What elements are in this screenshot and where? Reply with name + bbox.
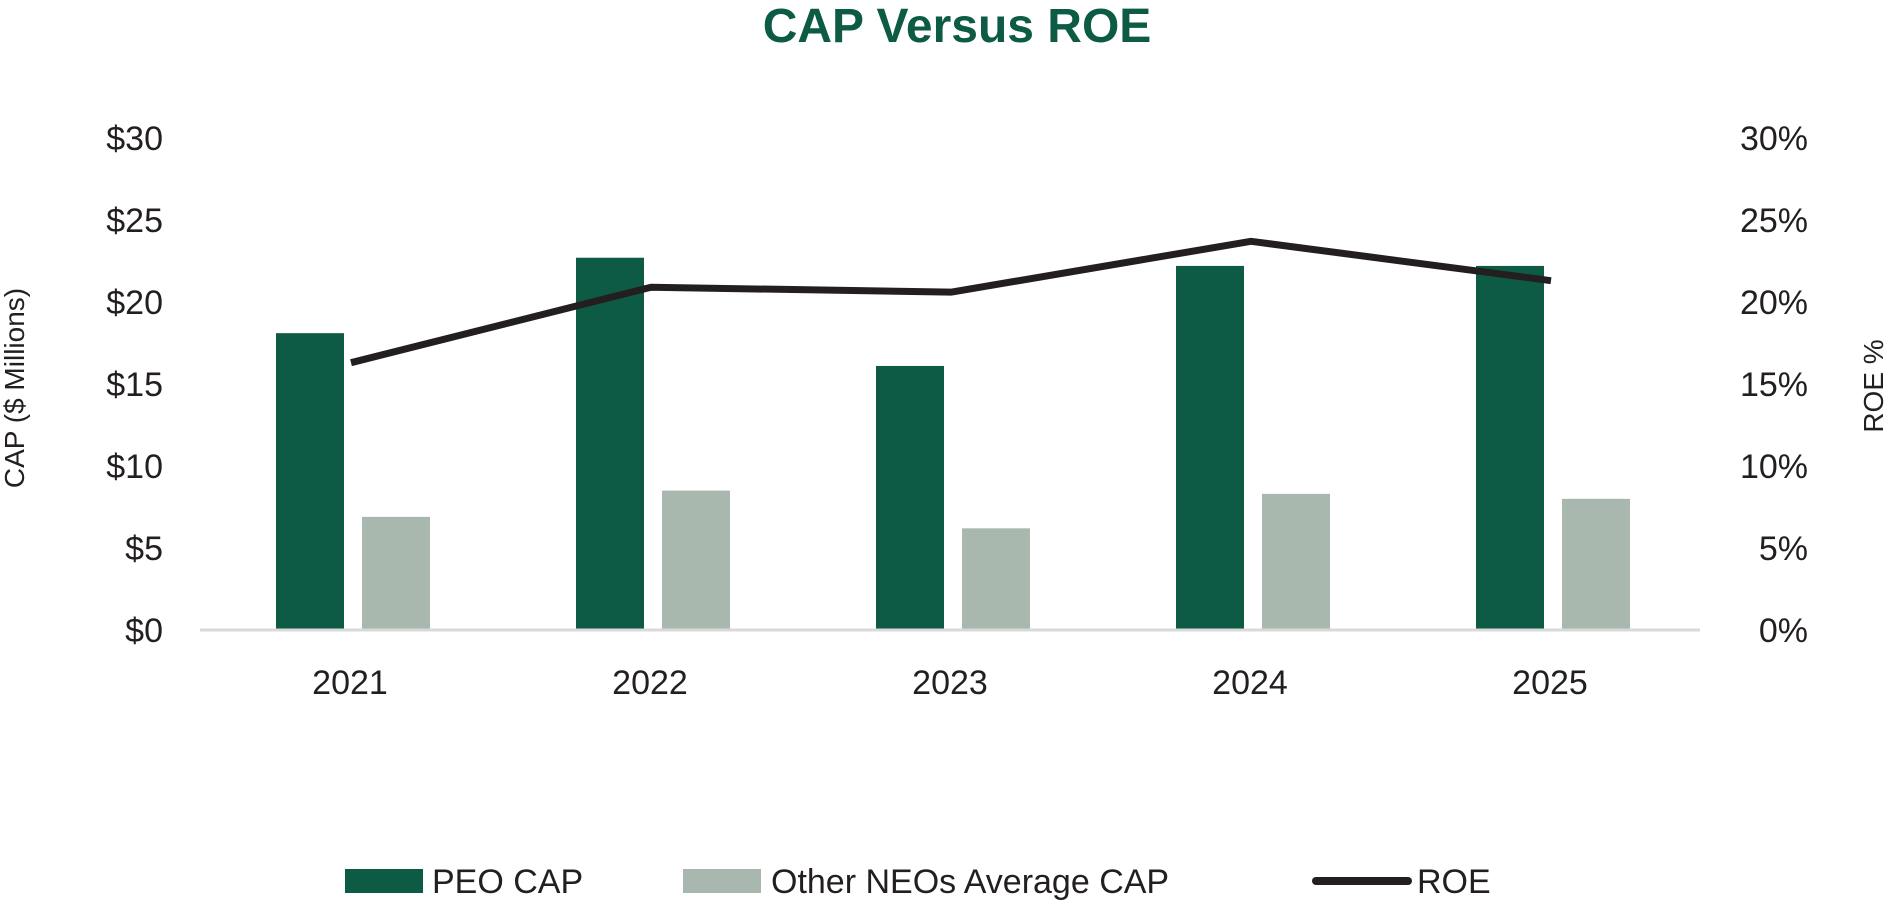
legend-label-other-neos-average-cap: Other NEOs Average CAP (771, 863, 1169, 901)
y-axis-title: CAP ($ Millions) (0, 288, 30, 488)
y2-tick-label: 5% (1759, 530, 1808, 568)
y-tick-label: $30 (106, 120, 163, 158)
y2-axis-ticks: 0% 5% 10% 15% 20% 25% 30% (1740, 120, 1808, 650)
bar-other-neos-average-cap-2021 (362, 516, 430, 630)
x-tick-label: 2025 (1512, 664, 1588, 702)
bar-peo-cap-2023 (876, 365, 944, 630)
bar-other-neos-average-cap-2023 (962, 528, 1030, 630)
y2-tick-label: 0% (1759, 612, 1808, 650)
bars-group (276, 257, 1630, 630)
x-tick-label: 2023 (912, 664, 988, 702)
legend-label-roe: ROE (1417, 863, 1491, 901)
y-tick-label: $10 (106, 448, 163, 486)
y2-tick-label: 10% (1740, 448, 1808, 486)
bar-other-neos-average-cap-2025 (1562, 498, 1630, 630)
y-tick-label: $20 (106, 284, 163, 322)
y-tick-label: $5 (125, 530, 163, 568)
legend-swatch-other-neos-average-cap (683, 869, 761, 893)
y2-tick-label: 30% (1740, 120, 1808, 158)
line-roe (350, 237, 1552, 367)
y2-tick-label: 25% (1740, 202, 1808, 240)
chart-title: CAP Versus ROE (763, 0, 1152, 53)
legend-swatch-peo-cap (345, 869, 423, 893)
y-tick-label: $25 (106, 202, 163, 240)
bar-peo-cap-2024 (1176, 265, 1244, 630)
bar-peo-cap-2022 (576, 257, 644, 630)
bar-peo-cap-2025 (1476, 265, 1544, 630)
line-series-group (350, 237, 1552, 367)
bar-peo-cap-2021 (276, 333, 344, 630)
x-tick-label: 2021 (312, 664, 388, 702)
x-axis-ticks: 2021 2022 2023 2024 2025 (312, 664, 1588, 702)
legend-label-peo-cap: PEO CAP (432, 863, 583, 901)
y2-axis-title: ROE % (1858, 339, 1889, 432)
bar-other-neos-average-cap-2022 (662, 490, 730, 630)
y2-tick-label: 20% (1740, 284, 1808, 322)
y-tick-label: $15 (106, 366, 163, 404)
x-tick-label: 2022 (612, 664, 688, 702)
x-tick-label: 2024 (1212, 664, 1288, 702)
y2-tick-label: 15% (1740, 366, 1808, 404)
bar-other-neos-average-cap-2024 (1262, 493, 1330, 630)
y-axis-ticks: $0 $5 $10 $15 $20 $25 $30 (106, 120, 163, 650)
y-tick-label: $0 (125, 612, 163, 650)
legend: PEO CAP Other NEOs Average CAP ROE (345, 863, 1491, 901)
